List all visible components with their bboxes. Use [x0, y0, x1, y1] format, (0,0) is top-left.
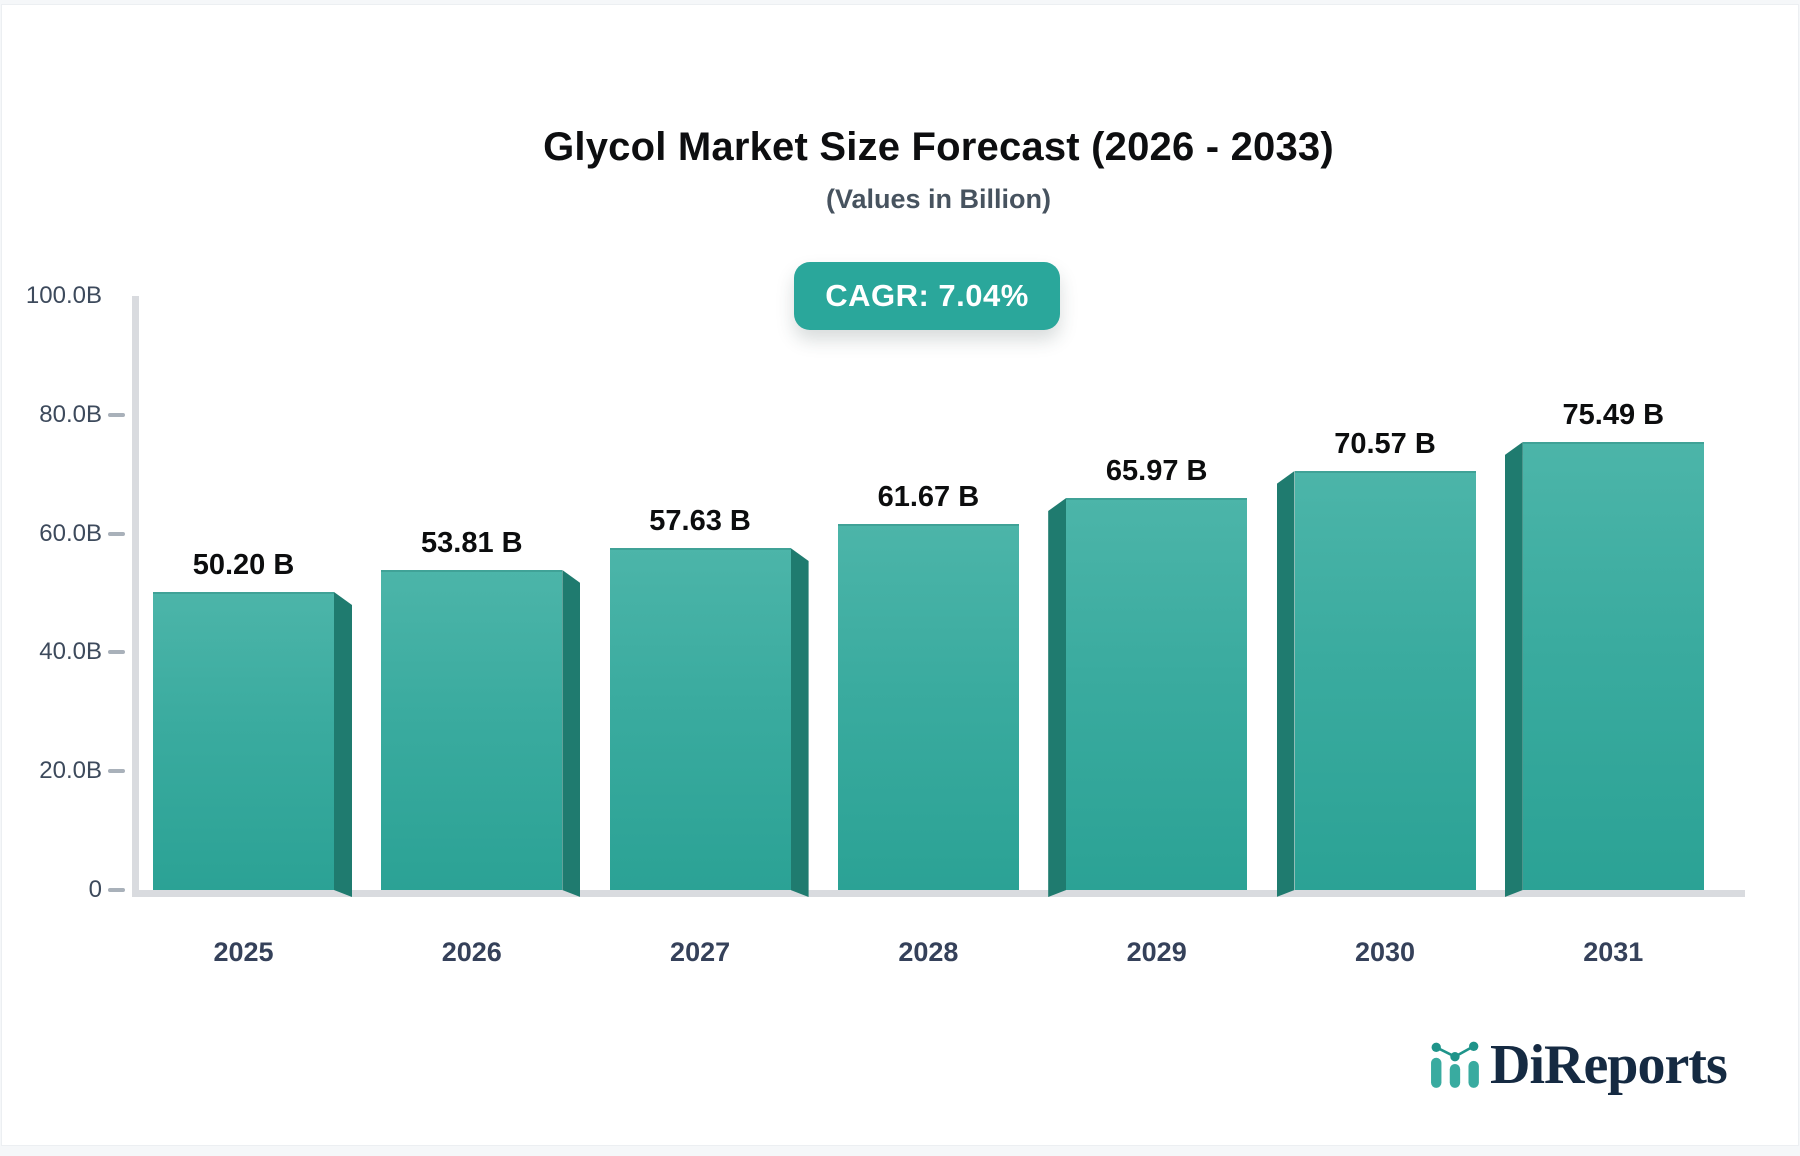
y-axis-line — [132, 296, 139, 897]
bar-value-label: 61.67 B — [877, 481, 980, 513]
bar-2027 — [609, 548, 791, 890]
bar-side-face — [1276, 471, 1295, 897]
bar-2029 — [1066, 498, 1248, 890]
bar-2025 — [153, 592, 334, 890]
x-tick-label: 2030 — [1354, 937, 1416, 967]
bar-side-face — [1504, 442, 1523, 897]
x-tick-label: 2029 — [1126, 937, 1187, 967]
chart-card: Glycol Market Size Forecast (2026 - 2033… — [1, 4, 1799, 1146]
page-title: Glycol Market Size Forecast (2026 - 2033… — [543, 125, 1334, 169]
bar-2028 — [837, 524, 1019, 890]
cagr-badge: CAGR: 7.04% — [794, 262, 1060, 330]
bar-value-label: 70.57 B — [1334, 428, 1436, 460]
x-tick-label: 2025 — [213, 937, 274, 967]
bar-side-face — [790, 548, 809, 897]
y-tick-mark — [108, 531, 125, 536]
bar-2026 — [381, 570, 563, 890]
chart-header: Glycol Market Size Forecast (2026 - 2033… — [132, 5, 1745, 215]
bar-value-label: 57.63 B — [649, 505, 751, 537]
x-tick-label: 2027 — [670, 937, 731, 967]
bar-2030 — [1294, 471, 1476, 890]
y-tick-label: 100.0B — [25, 282, 102, 309]
y-tick-mark — [108, 412, 125, 417]
y-tick-label: 40.0B — [39, 638, 102, 666]
bar-side-face — [1048, 498, 1067, 897]
bar-value-label: 65.97 B — [1105, 455, 1208, 487]
page-subtitle: (Values in Billion) — [825, 184, 1052, 214]
y-tick-mark — [108, 650, 125, 655]
x-tick-label: 2031 — [1583, 937, 1644, 967]
brand-logo: DiReports — [1430, 1035, 1728, 1095]
x-tick-label: 2026 — [441, 937, 502, 967]
x-axis-baseline — [132, 890, 1745, 897]
bar-value-label: 75.49 B — [1562, 399, 1665, 431]
bar-side-face — [334, 592, 352, 897]
y-tick-label: 80.0B — [39, 400, 102, 428]
y-tick-label: 0 — [88, 876, 102, 903]
y-tick-label: 20.0B — [39, 757, 102, 785]
bar-side-face — [562, 570, 581, 897]
y-tick-mark — [108, 888, 125, 892]
bar-value-label: 53.81 B — [421, 527, 523, 559]
bar-chart-logo-icon — [1431, 1041, 1479, 1088]
y-tick-label: 60.0B — [39, 519, 102, 547]
bar-2031 — [1522, 442, 1704, 890]
x-tick-label: 2028 — [898, 937, 959, 967]
bar-value-label: 50.20 B — [192, 549, 295, 581]
brand-name: DiReports — [1490, 1034, 1728, 1096]
y-tick-mark — [108, 769, 125, 774]
